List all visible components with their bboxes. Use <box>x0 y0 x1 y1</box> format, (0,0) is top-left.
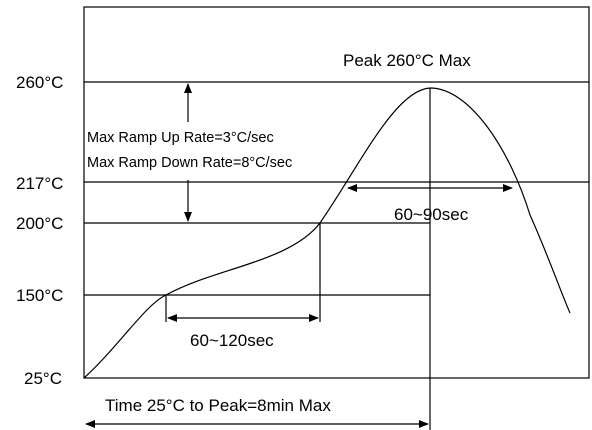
y-tick-25: 25°C <box>24 369 62 388</box>
temperature-profile-curve <box>83 87 571 379</box>
plot-frame <box>83 6 590 379</box>
y-tick-200: 200°C <box>16 214 63 233</box>
ramp-up-label: Max Ramp Up Rate=3°C/sec <box>87 130 274 146</box>
peak-label: Peak 260°C Max <box>343 51 471 70</box>
preheat-time-label: 60~120sec <box>190 331 274 350</box>
y-tick-217: 217°C <box>16 174 63 193</box>
y-tick-260: 260°C <box>16 73 63 92</box>
liquidus-time-label: 60~90sec <box>394 205 469 224</box>
y-tick-150: 150°C <box>16 286 63 305</box>
ramp-down-label: Max Ramp Down Rate=8°C/sec <box>87 155 292 171</box>
total-time-label: Time 25°C to Peak=8min Max <box>105 396 331 415</box>
